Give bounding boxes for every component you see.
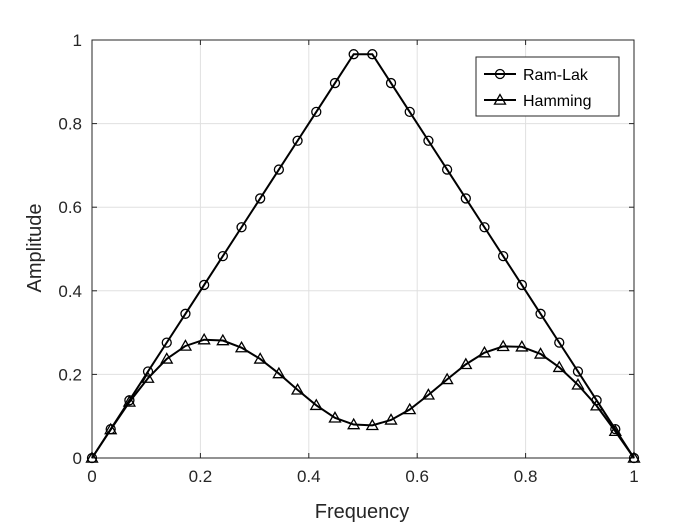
series-line	[91, 53, 635, 459]
data-point-triangle	[533, 347, 548, 359]
data-point-triangle	[104, 422, 118, 435]
data-point-circle	[180, 308, 191, 319]
data-point-circle	[572, 366, 584, 377]
data-point-circle	[217, 250, 228, 262]
data-point-circle	[554, 337, 565, 348]
data-point-circle	[292, 135, 303, 146]
series-line	[91, 338, 635, 459]
data-point-triangle	[197, 332, 211, 345]
series-hamming	[85, 332, 641, 463]
legend: Ram-Lak Hamming	[475, 56, 620, 117]
legend-item: Hamming	[484, 93, 591, 110]
data-point-triangle	[571, 378, 585, 390]
x-axis-label: Frequency	[315, 501, 410, 523]
x-tick-label: 1	[629, 467, 638, 486]
data-point-triangle	[515, 340, 529, 352]
x-tick-label: 0.6	[405, 467, 429, 486]
data-point-triangle	[459, 357, 473, 370]
y-tick-label: 0.4	[58, 282, 82, 301]
legend-box	[475, 56, 620, 117]
data-point-triangle	[328, 411, 342, 423]
x-tick-label: 0	[87, 467, 96, 486]
data-point-triangle	[216, 333, 230, 346]
axes: 0 0.2 0.4 0.6 0.8 1 0 0.2 0.4 0.6 0.8 1	[58, 31, 638, 486]
y-tick-label: 0.2	[58, 365, 82, 384]
data-point-triangle	[589, 398, 604, 411]
data-point-circle	[498, 250, 509, 262]
y-tick-label: 0.8	[58, 115, 82, 134]
legend-marker-circle	[494, 68, 506, 80]
y-tick-label: 0	[73, 449, 82, 468]
legend-marker-triangle	[493, 93, 507, 105]
series	[85, 49, 641, 464]
data-point-triangle	[234, 340, 249, 353]
data-point-circle	[255, 193, 266, 204]
data-point-triangle	[627, 451, 641, 463]
data-point-triangle	[85, 451, 99, 463]
data-point-circle	[535, 308, 546, 319]
data-point-triangle	[403, 402, 417, 415]
data-point-circle	[311, 106, 322, 118]
data-point-circle	[516, 279, 528, 291]
y-axis-label: Amplitude	[24, 204, 46, 293]
data-point-triangle	[122, 395, 137, 407]
data-point-circle	[198, 279, 210, 291]
x-tick-label: 0.8	[514, 467, 538, 486]
data-point-circle	[348, 49, 359, 60]
data-point-circle	[367, 49, 378, 60]
data-point-triangle	[160, 352, 174, 364]
data-point-triangle	[178, 339, 193, 351]
data-point-triangle	[290, 383, 305, 395]
data-point-triangle	[608, 424, 622, 437]
data-point-circle	[385, 77, 397, 89]
data-point-triangle	[141, 371, 155, 383]
data-point-triangle	[440, 372, 454, 385]
data-point-triangle	[365, 418, 379, 431]
data-point-triangle	[253, 352, 267, 364]
data-point-circle	[479, 222, 490, 233]
legend-item: Ram-Lak	[484, 67, 589, 84]
data-point-triangle	[421, 388, 436, 400]
x-tick-label: 0.2	[189, 467, 213, 486]
legend-label: Ram-Lak	[523, 67, 589, 84]
data-point-triangle	[552, 360, 566, 373]
axes-box	[91, 39, 635, 459]
data-point-circle	[404, 106, 415, 118]
y-tick-label: 0.6	[58, 198, 82, 217]
y-tick-label: 1	[73, 31, 82, 50]
data-point-triangle	[309, 398, 323, 411]
data-point-circle	[423, 135, 434, 146]
data-point-triangle	[272, 366, 286, 379]
data-point-triangle	[496, 339, 510, 352]
data-point-circle	[329, 77, 341, 89]
data-point-triangle	[384, 413, 398, 425]
data-point-circle	[273, 164, 285, 175]
data-point-triangle	[477, 345, 492, 358]
x-tick-label: 0.4	[297, 467, 321, 486]
data-point-circle	[161, 337, 172, 348]
series-ram-lak	[86, 49, 640, 464]
data-point-circle	[236, 222, 247, 233]
data-point-circle	[142, 366, 154, 377]
data-point-circle	[460, 193, 471, 204]
data-point-triangle	[347, 417, 361, 430]
data-point-circle	[441, 164, 453, 175]
legend-label: Hamming	[523, 93, 591, 110]
